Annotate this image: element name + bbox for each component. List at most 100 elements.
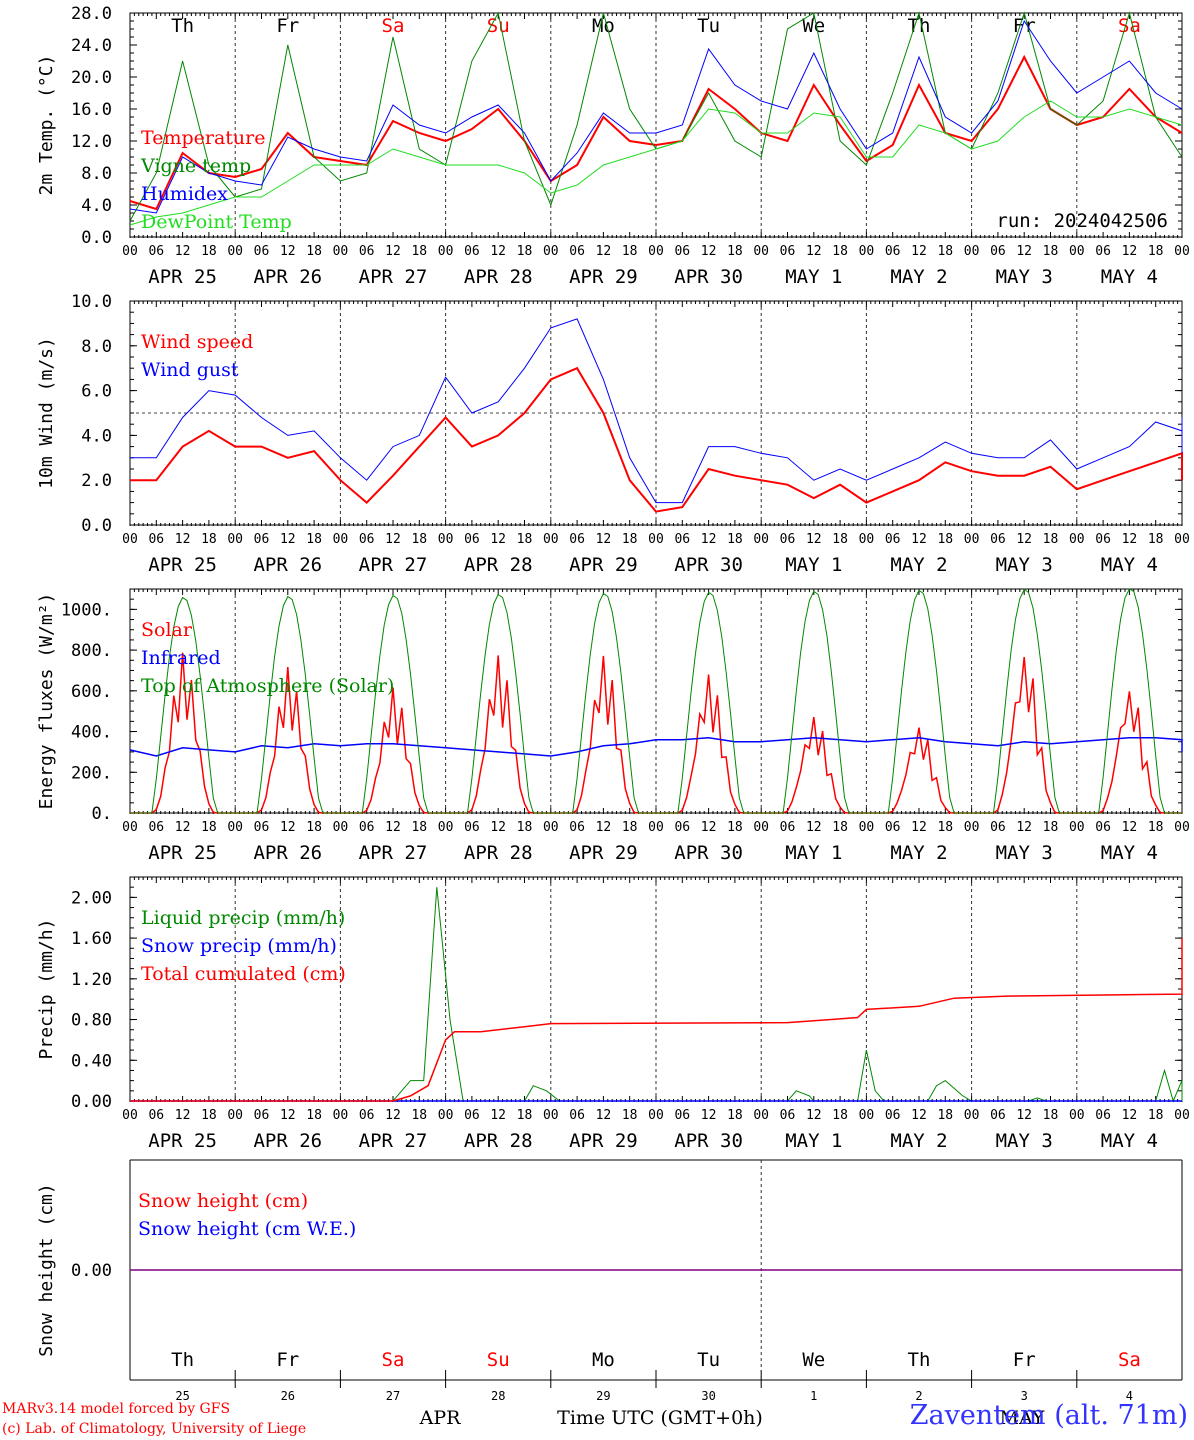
x-tick-label: 12 [1122,532,1138,547]
x-tick-label: 00 [333,532,349,547]
date-label: APR 25 [148,554,217,576]
x-tick-label: 06 [148,532,164,547]
legend-entry: Humidex [141,183,228,205]
x-tick-label: 18 [306,532,322,547]
x-tick-label: 12 [596,532,612,547]
date-label: MAY 2 [890,842,947,864]
snow-panel: Th 25 Fr 26 Sa 27 Su 28 Mo 29 Tu 30 We 1 Th 2 Fr 3 Sa 4 Time… [36,1159,1183,1429]
x-tick-label: 00 [753,244,769,259]
y-axis-title: Snow height (cm) [36,1183,57,1356]
x-tick-label: 06 [359,820,375,835]
series-line-infrared [129,736,1183,757]
x-tick-label: 06 [254,532,270,547]
temperature-panel: 00 06 12 18 00 06 12 18 00 06 12 18 00 06 12 18 00 06 12 18… [36,4,1190,288]
date-label: APR 30 [674,266,743,288]
x-tick-label: 12 [1016,532,1032,547]
x-tick-label: 18 [201,820,217,835]
weekday-label: Fr [276,1349,299,1371]
x-tick-label: 18 [201,532,217,547]
weekday-label: Mo [592,1349,615,1371]
x-tick-label: 06 [254,1108,270,1123]
x-tick-label: 06 [674,244,690,259]
x-tick-label: 06 [780,532,796,547]
x-tick-label: 06 [464,820,480,835]
x-tick-label: 12 [701,820,717,835]
y-tick-label: 20.0 [71,68,112,88]
date-label: MAY 3 [996,266,1053,288]
x-tick-label: 00 [438,532,454,547]
y-tick-label: 400. [71,723,112,743]
date-label: APR 29 [569,266,638,288]
date-label: APR 30 [674,554,743,576]
x-tick-label: 00 [1174,244,1190,259]
x-tick-label: 00 [227,1108,243,1123]
x-tick-label: 12 [806,532,822,547]
x-tick-label: 18 [1043,244,1059,259]
x-tick-label: 06 [569,244,585,259]
day-number-label: 26 [281,1389,295,1403]
x-tick-label: 00 [1174,820,1190,835]
legend-entry: Vigne temp [140,155,251,177]
x-tick-label: 06 [148,244,164,259]
x-tick-label: 12 [596,820,612,835]
weekday-label: Sa [382,1349,405,1371]
series-line-temperature [129,54,1183,211]
x-tick-label: 18 [622,1108,638,1123]
date-label: APR 28 [464,554,533,576]
x-tick-label: 18 [622,820,638,835]
x-tick-label: 18 [1043,1108,1059,1123]
weekday-label: Sa [1118,1349,1141,1371]
date-label: APR 29 [569,842,638,864]
date-label: MAY 2 [890,554,947,576]
x-tick-label: 06 [990,1108,1006,1123]
weekday-label: Th [908,15,931,37]
x-tick-label: 18 [622,532,638,547]
month-label-apr: APR [419,1407,462,1429]
x-tick-label: 00 [543,532,559,547]
x-tick-label: 12 [1016,244,1032,259]
legend-entry: Snow height (cm W.E.) [138,1218,356,1240]
series-line-humidex [129,19,1183,214]
x-tick-label: 18 [727,532,743,547]
x-tick-label: 06 [1095,532,1111,547]
y-tick-label: 16.0 [71,100,112,120]
x-tick-label: 18 [411,1108,427,1123]
x-tick-label: 12 [385,532,401,547]
date-label: APR 26 [253,1130,322,1152]
x-tick-label: 00 [648,532,664,547]
x-tick-label: 18 [937,1108,953,1123]
x-axis-title: Time UTC (GMT+0h) [557,1407,763,1429]
x-tick-label: 00 [964,820,980,835]
date-label: APR 25 [148,1130,217,1152]
x-tick-label: 12 [701,244,717,259]
day-number-label: 27 [386,1389,400,1403]
y-tick-label: 8.0 [81,164,112,184]
legend-entry: Total cumulated (cm) [141,963,346,985]
y-axis-title: Energy fluxes (W/m²) [36,593,57,810]
x-tick-label: 00 [964,532,980,547]
day-number-label: 1 [810,1389,817,1403]
x-tick-label: 00 [648,244,664,259]
series-line-total-cumulated-cm- [130,938,1183,1102]
x-tick-label: 00 [753,1108,769,1123]
x-tick-label: 00 [438,820,454,835]
model-credit: MARv3.14 model forced by GFS [2,1401,231,1417]
weekday-label: Th [171,15,194,37]
x-tick-label: 06 [359,532,375,547]
x-tick-label: 00 [227,820,243,835]
x-tick-label: 00 [333,820,349,835]
weekday-label: Su [487,1349,510,1371]
x-tick-label: 00 [1069,1108,1085,1123]
x-tick-label: 00 [543,820,559,835]
series-line-dewpoint-temp [129,100,1183,226]
date-label: MAY 4 [1101,554,1158,576]
y-axis-title: Precip (mm/h) [36,919,57,1060]
day-number-label: 4 [1126,1389,1133,1403]
weekday-label: We [802,1349,825,1371]
date-label: MAY 4 [1101,842,1158,864]
date-label: APR 29 [569,554,638,576]
x-tick-label: 00 [648,820,664,835]
day-number-label: 2 [915,1389,922,1403]
date-label: MAY 3 [996,842,1053,864]
x-tick-label: 00 [1069,820,1085,835]
